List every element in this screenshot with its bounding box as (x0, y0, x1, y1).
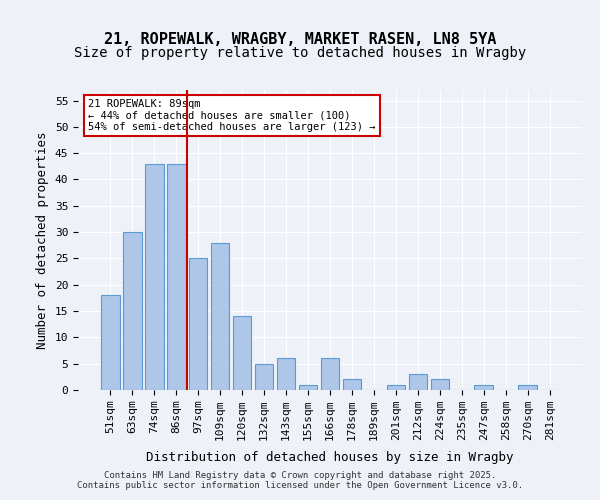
Bar (211, 242, 229, 390)
X-axis label: Distribution of detached houses by size in Wragby: Distribution of detached houses by size … (146, 452, 514, 464)
Bar (431, 380, 449, 390)
Bar (277, 358, 295, 390)
Bar (101, 296, 119, 390)
Bar (386, 384, 405, 390)
Bar (518, 384, 537, 390)
Bar (299, 384, 317, 390)
Y-axis label: Number of detached properties: Number of detached properties (36, 131, 49, 349)
Bar (409, 374, 427, 390)
Bar (167, 164, 185, 390)
Bar (475, 384, 493, 390)
Bar (145, 164, 164, 390)
Text: 21, ROPEWALK, WRAGBY, MARKET RASEN, LN8 5YA: 21, ROPEWALK, WRAGBY, MARKET RASEN, LN8 … (104, 32, 496, 48)
Bar (189, 258, 208, 390)
Bar (123, 232, 142, 390)
Text: Contains HM Land Registry data © Crown copyright and database right 2025.
Contai: Contains HM Land Registry data © Crown c… (77, 470, 523, 490)
Bar (320, 358, 340, 390)
Bar (255, 364, 274, 390)
Text: Size of property relative to detached houses in Wragby: Size of property relative to detached ho… (74, 46, 526, 60)
Bar (233, 316, 251, 390)
Bar (343, 380, 361, 390)
Text: 21 ROPEWALK: 89sqm
← 44% of detached houses are smaller (100)
54% of semi-detach: 21 ROPEWALK: 89sqm ← 44% of detached hou… (88, 99, 376, 132)
